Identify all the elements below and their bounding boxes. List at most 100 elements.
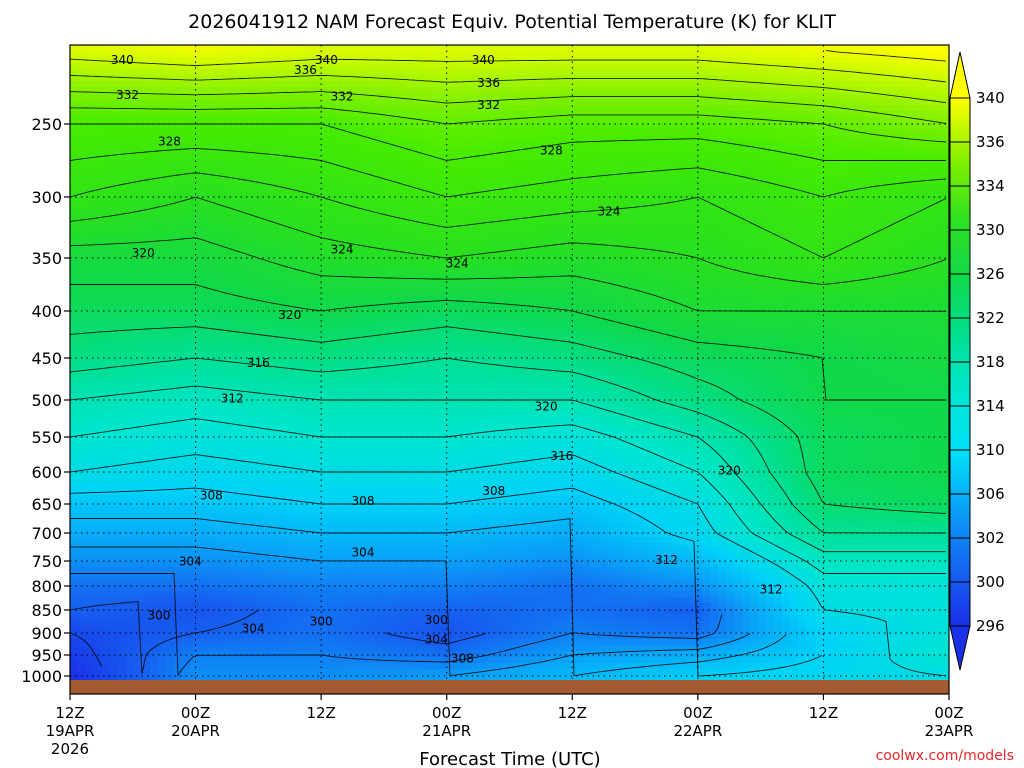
field-cell — [326, 525, 335, 532]
field-cell — [230, 231, 239, 238]
field-cell — [294, 291, 303, 298]
field-cell — [150, 579, 159, 586]
field-cell — [198, 411, 207, 418]
field-cell — [78, 291, 87, 298]
field-cell — [94, 267, 103, 274]
field-cell — [142, 591, 151, 598]
field-cell — [198, 471, 207, 478]
field-cell — [270, 627, 279, 634]
field-cell — [222, 369, 231, 376]
field-cell — [150, 345, 159, 352]
field-cell — [278, 249, 287, 256]
field-cell — [134, 579, 143, 586]
field-cell — [366, 519, 375, 526]
field-cell — [310, 501, 319, 508]
field-cell — [318, 123, 327, 130]
field-cell — [198, 213, 207, 220]
field-cell — [342, 453, 351, 460]
field-cell — [262, 357, 271, 364]
field-cell — [262, 573, 271, 580]
field-cell — [190, 213, 199, 220]
field-cell — [246, 537, 255, 544]
field-cell — [102, 651, 111, 658]
field-cell — [110, 387, 119, 394]
field-cell — [118, 69, 127, 76]
field-cell — [126, 489, 135, 496]
field-cell — [230, 249, 239, 256]
field-cell — [326, 99, 335, 106]
field-cell — [390, 261, 399, 268]
field-cell — [398, 537, 407, 544]
field-cell — [302, 435, 311, 442]
field-cell — [310, 183, 319, 190]
field-cell — [150, 495, 159, 502]
field-cell — [94, 321, 103, 328]
field-cell — [350, 219, 359, 226]
field-cell — [414, 117, 423, 124]
field-cell — [94, 543, 103, 550]
field-cell — [214, 387, 223, 394]
field-cell — [438, 441, 447, 448]
field-cell — [206, 387, 215, 394]
field-cell — [190, 627, 199, 634]
field-cell — [110, 459, 119, 466]
field-cell — [70, 459, 79, 466]
field-cell — [382, 99, 391, 106]
field-cell — [150, 423, 159, 430]
field-cell — [422, 381, 431, 388]
field-cell — [190, 663, 199, 670]
field-cell — [438, 105, 447, 112]
field-cell — [206, 561, 215, 568]
field-cell — [270, 147, 279, 154]
field-cell — [294, 513, 303, 520]
field-cell — [398, 633, 407, 640]
field-cell — [278, 393, 287, 400]
field-cell — [126, 387, 135, 394]
field-cell — [374, 525, 383, 532]
field-cell — [350, 633, 359, 640]
field-cell — [422, 651, 431, 658]
field-cell — [78, 609, 87, 616]
field-cell — [230, 669, 239, 676]
field-cell — [366, 591, 375, 598]
field-cell — [238, 345, 247, 352]
field-cell — [382, 435, 391, 442]
field-cell — [86, 177, 95, 184]
field-cell — [254, 123, 263, 130]
field-cell — [158, 267, 167, 274]
field-cell — [118, 255, 127, 262]
field-cell — [374, 231, 383, 238]
field-cell — [334, 483, 343, 490]
field-cell — [390, 675, 399, 682]
field-cell — [326, 321, 335, 328]
field-cell — [190, 363, 199, 370]
field-cell — [390, 195, 399, 202]
field-cell — [422, 189, 431, 196]
field-cell — [302, 555, 311, 562]
field-cell — [206, 297, 215, 304]
field-cell — [206, 339, 215, 346]
field-cell — [158, 459, 167, 466]
field-cell — [150, 573, 159, 580]
field-cell — [246, 567, 255, 574]
field-cell — [294, 585, 303, 592]
field-cell — [326, 471, 335, 478]
field-cell — [118, 201, 127, 208]
field-cell — [142, 45, 151, 52]
field-cell — [198, 183, 207, 190]
field-cell — [286, 573, 295, 580]
field-cell — [366, 429, 375, 436]
field-cell — [118, 435, 127, 442]
field-cell — [278, 345, 287, 352]
field-cell — [78, 279, 87, 286]
field-cell — [174, 369, 183, 376]
field-cell — [286, 663, 295, 670]
field-cell — [278, 99, 287, 106]
field-cell — [94, 225, 103, 232]
field-cell — [190, 483, 199, 490]
field-cell — [398, 327, 407, 334]
field-cell — [430, 141, 439, 148]
field-cell — [270, 603, 279, 610]
field-cell — [382, 387, 391, 394]
field-cell — [198, 375, 207, 382]
